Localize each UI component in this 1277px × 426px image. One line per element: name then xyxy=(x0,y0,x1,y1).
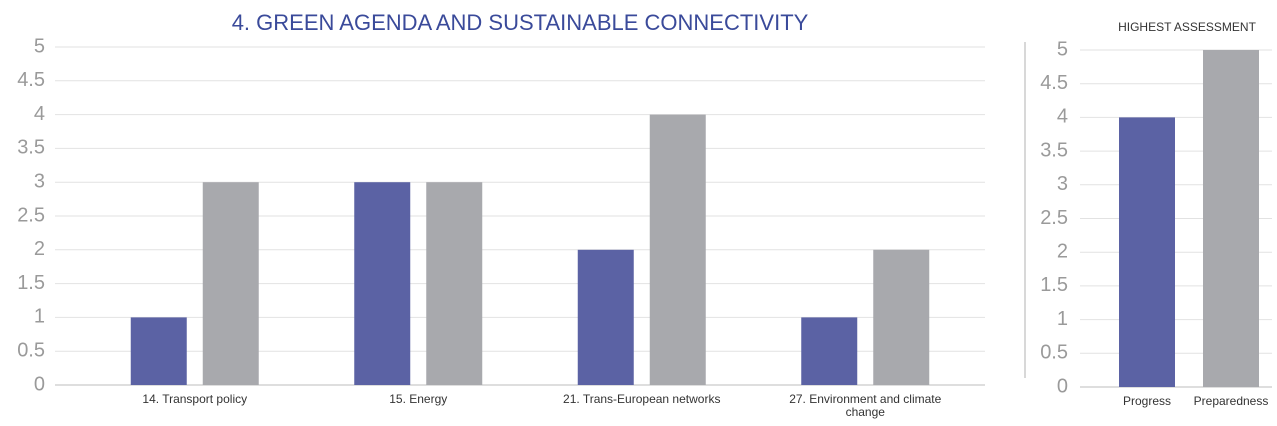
bar xyxy=(1203,50,1259,387)
bar xyxy=(202,182,259,385)
y-tick-label: 4.5 xyxy=(17,69,45,91)
y-tick-label: 1 xyxy=(1057,308,1068,330)
x-tick-label: 27. Environment and climate change xyxy=(789,392,942,419)
y-tick-label: 4.5 xyxy=(1040,72,1068,94)
y-tick-label: 1.5 xyxy=(17,272,45,294)
bar xyxy=(873,249,930,385)
chart-title: 4. GREEN AGENDA AND SUSTAINABLE CONNECTI… xyxy=(232,10,809,35)
y-tick-label: 2 xyxy=(1057,240,1068,262)
y-tick-label: 1.5 xyxy=(1040,274,1068,296)
x-tick-label: 21. Trans-European networks xyxy=(563,392,721,406)
bar xyxy=(649,114,706,385)
y-tick-label: 0 xyxy=(34,373,45,395)
y-tick-label: 0.5 xyxy=(1040,342,1068,364)
y-tick-label: 0.5 xyxy=(17,339,45,361)
x-tick-label: 14. Transport policy xyxy=(142,392,248,406)
bar xyxy=(426,182,483,385)
bar xyxy=(801,317,858,385)
bar xyxy=(1119,117,1175,388)
bar xyxy=(130,317,187,385)
x-tick-label: Progress xyxy=(1122,394,1172,408)
y-tick-label: 1 xyxy=(34,306,45,328)
y-tick-label: 2.5 xyxy=(17,204,45,226)
bar xyxy=(354,182,411,385)
x-tick-label: Preparedness xyxy=(1193,394,1269,408)
y-tick-label: 0 xyxy=(1057,375,1068,397)
y-tick-label: 5 xyxy=(34,35,45,57)
chart-title: HIGHEST ASSESSMENT xyxy=(1118,20,1256,34)
y-tick-label: 3.5 xyxy=(17,137,45,159)
y-tick-label: 3 xyxy=(1057,173,1068,195)
y-tick-label: 5 xyxy=(1057,38,1068,60)
y-tick-label: 2 xyxy=(34,238,45,260)
y-tick-label: 3 xyxy=(34,170,45,192)
y-tick-label: 2.5 xyxy=(1040,207,1068,229)
y-tick-label: 4 xyxy=(34,103,45,125)
x-tick-label: 15. Energy xyxy=(389,392,448,406)
y-tick-label: 4 xyxy=(1057,106,1068,128)
bar xyxy=(577,249,634,385)
y-tick-label: 3.5 xyxy=(1040,139,1068,161)
